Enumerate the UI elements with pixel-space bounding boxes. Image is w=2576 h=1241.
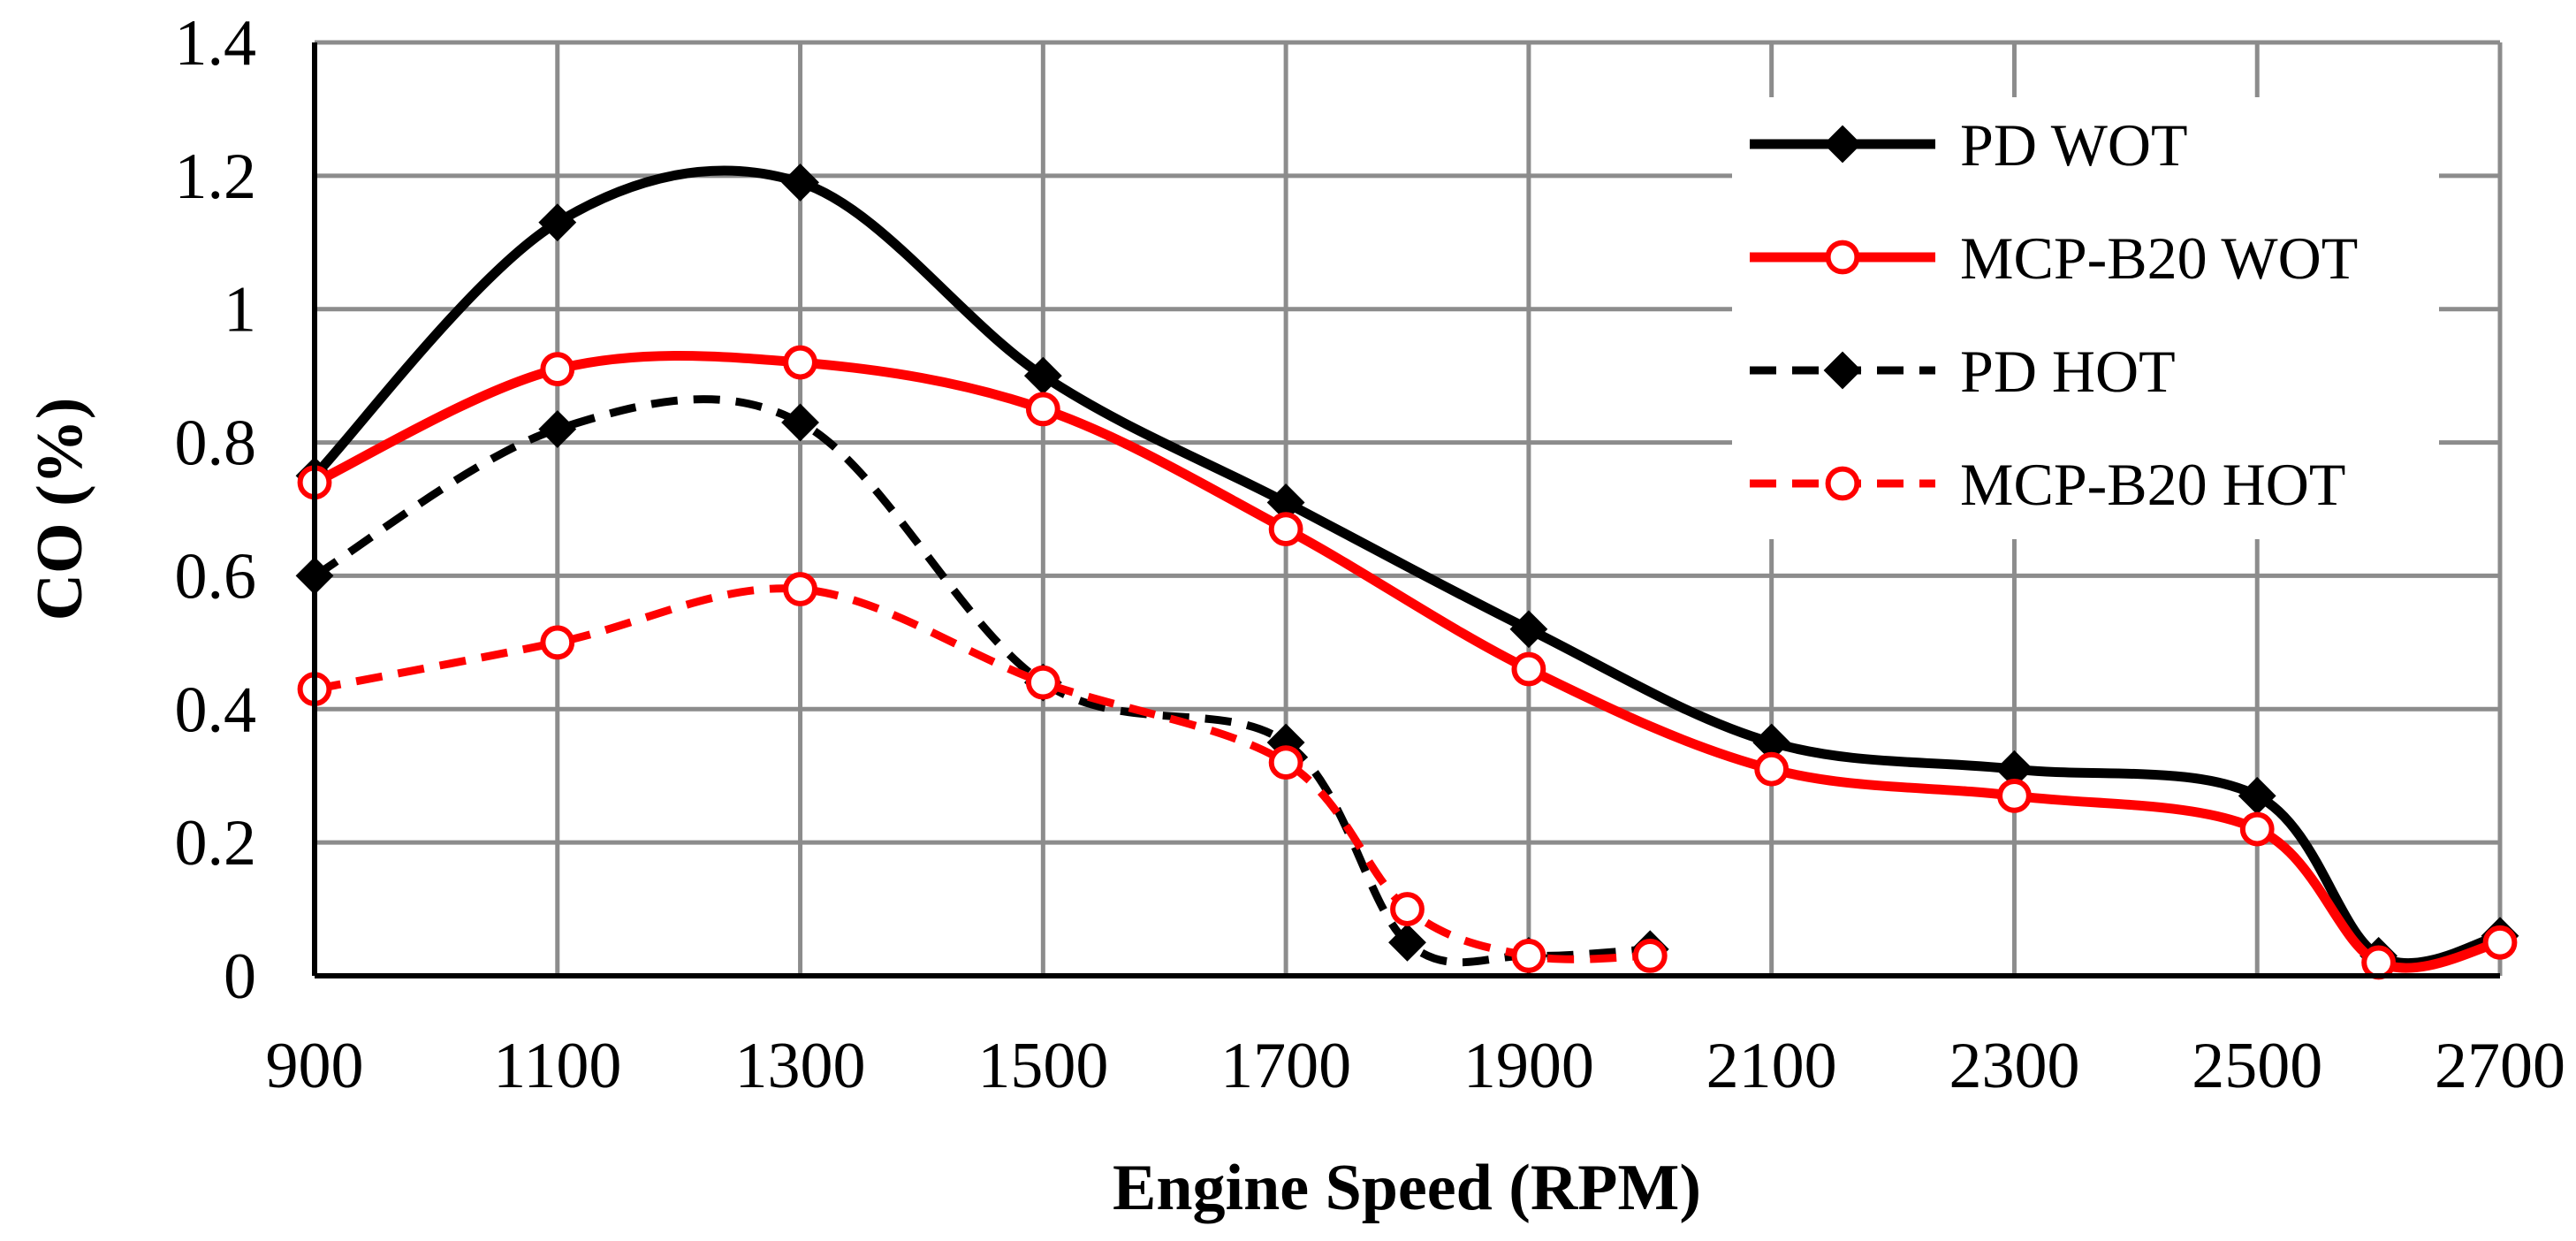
data-point-mcp-b20-hot-1800	[1390, 892, 1425, 926]
x-tick-label: 1100	[493, 1030, 621, 1102]
x-tick-label: 2300	[1949, 1030, 2079, 1102]
series-line-mcp-b20-hot	[314, 584, 1651, 963]
data-point-pd-hot-1100	[538, 410, 577, 448]
data-point-mcp-b20-wot-2100	[1754, 751, 1790, 787]
x-tick-label: 2100	[1706, 1030, 1837, 1102]
data-point-pd-hot-1800	[1388, 923, 1426, 962]
x-tick-label: 1300	[735, 1030, 866, 1102]
data-point-mcp-b20-wot-2700	[2482, 925, 2518, 960]
y-axis-title: CO (%)	[24, 398, 96, 621]
y-tick-label: 0	[224, 940, 256, 1013]
data-point-mcp-b20-wot-2300	[1997, 778, 2032, 813]
series-group	[295, 163, 2519, 980]
legend-item-pd-hot: PD HOT	[1750, 338, 2176, 405]
data-point-mcp-b20-wot-1300	[783, 345, 817, 380]
y-tick-label: 0.4	[175, 674, 257, 746]
data-point-mcp-b20-hot-2000	[1632, 938, 1668, 973]
data-point-mcp-b20-wot-1100	[540, 352, 575, 387]
data-point-pd-hot-1300	[781, 403, 819, 442]
data-point-mcp-b20-hot-1500	[1025, 665, 1060, 700]
legend-swatch-marker-mcp-b20-wot	[1825, 240, 1860, 275]
data-point-mcp-b20-hot-1900	[1511, 938, 1546, 973]
legend-label-mcp-b20-wot: MCP-B20 WOT	[1960, 225, 2358, 292]
x-axis-title: Engine Speed (RPM)	[1113, 1152, 1701, 1224]
x-tick-label: 900	[266, 1030, 364, 1102]
legend-item-mcp-b20-hot: MCP-B20 HOT	[1750, 451, 2345, 518]
x-tick-label: 1500	[977, 1030, 1108, 1102]
legend-item-mcp-b20-wot: MCP-B20 WOT	[1750, 225, 2358, 292]
data-point-mcp-b20-wot-1500	[1025, 392, 1060, 427]
y-tick-label: 1	[224, 274, 256, 346]
series-pd-hot	[295, 395, 1669, 975]
series-mcp-b20-wot	[297, 345, 2518, 980]
data-point-mcp-b20-wot-2500	[2239, 811, 2275, 847]
x-tick-label: 1700	[1220, 1030, 1351, 1102]
x-tick-label: 1900	[1463, 1030, 1594, 1102]
legend-label-pd-wot: PD WOT	[1960, 111, 2188, 179]
legend: PD WOT MCP-B20 WOT PD HOT MCP-B20 HOT	[1732, 97, 2439, 539]
tick-labels: 900 1100 1300 1500 1700 1900 2100 2300 2500 2700 0…	[175, 7, 2566, 1102]
series-line-pd-hot	[312, 395, 1651, 967]
data-point-mcp-b20-hot-1100	[540, 625, 575, 660]
y-tick-label: 0.8	[175, 407, 257, 480]
data-point-pd-wot-1100	[538, 203, 577, 242]
axes	[312, 42, 2500, 978]
x-tick-label: 2500	[2192, 1030, 2322, 1102]
y-tick-label: 0.6	[175, 540, 257, 613]
x-tick-label: 2700	[2435, 1030, 2565, 1102]
legend-item-pd-wot: PD WOT	[1750, 111, 2188, 179]
y-tick-label: 1.4	[175, 7, 257, 80]
y-tick-label: 0.2	[175, 807, 257, 879]
legend-swatch-marker-mcp-b20-hot	[1825, 466, 1860, 501]
legend-swatch-marker-pd-hot	[1823, 351, 1862, 390]
data-point-mcp-b20-hot-1300	[783, 572, 817, 606]
legend-label-mcp-b20-hot: MCP-B20 HOT	[1960, 451, 2345, 518]
data-point-mcp-b20-wot-1900	[1511, 651, 1546, 687]
data-point-mcp-b20-wot-2600	[2361, 945, 2397, 980]
y-tick-label: 1.2	[175, 141, 257, 213]
legend-label-pd-hot: PD HOT	[1960, 338, 2176, 405]
data-point-mcp-b20-hot-1700	[1268, 745, 1303, 780]
axis-titles: Engine Speed (RPM) CO (%)	[24, 398, 1701, 1224]
data-point-pd-wot-1900	[1509, 610, 1548, 649]
legend-swatch-marker-pd-wot	[1823, 125, 1862, 164]
legend-background	[1732, 97, 2439, 539]
data-point-mcp-b20-wot-1700	[1268, 512, 1303, 547]
data-point-pd-wot-1300	[781, 163, 819, 202]
